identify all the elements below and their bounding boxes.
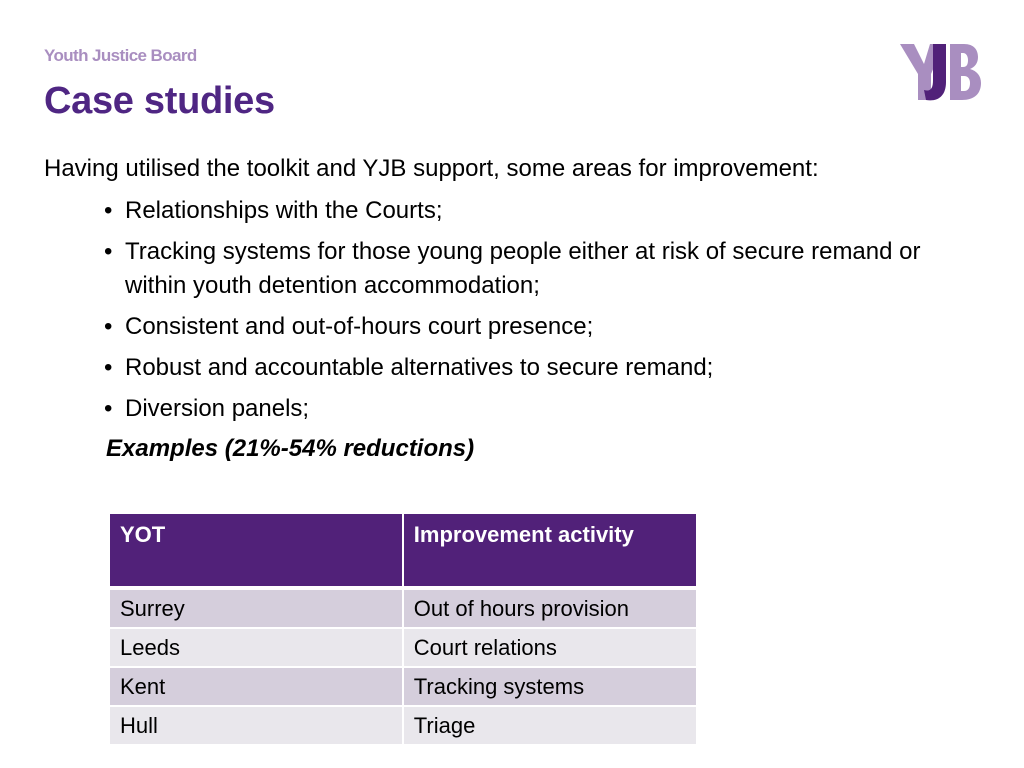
list-item: • Tracking systems for those young people… [104,235,984,303]
logo-letter-j [924,44,946,101]
logo-letter-b [950,44,981,100]
column-header-yot: YOT [108,512,404,589]
table-row: Kent Tracking systems [108,666,699,707]
bullet-icon: • [104,395,113,422]
intro-text: Having utilised the toolkit and YJB supp… [44,155,819,182]
list-item: • Consistent and out-of-hours court prese… [104,310,984,344]
activity-cell: Triage [401,705,699,746]
yot-cell: Leeds [108,627,404,668]
list-item: • Diversion panels; [104,392,984,426]
yot-cell: Surrey [108,586,404,629]
bullet-icon: • [104,354,113,381]
bullet-icon: • [104,197,113,224]
examples-heading: Examples (21%-54% reductions) [106,435,475,462]
bullet-icon: • [104,238,113,265]
yot-cell: Kent [108,666,404,707]
table-row: Leeds Court relations [108,627,699,668]
list-item-text: Relationships with the Courts; [125,197,443,224]
org-name: Youth Justice Board [44,46,197,65]
activity-cell: Court relations [401,627,699,668]
yjb-logo [900,44,981,101]
yot-cell: Hull [108,705,404,746]
list-item-text: Tracking systems for those young people … [125,238,921,299]
slide-title: Case studies [44,80,275,122]
list-item: • Relationships with the Courts; [104,194,984,228]
table-row: Surrey Out of hours provision [108,586,699,629]
table-header-row: YOT Improvement activity [108,512,699,589]
activity-cell: Out of hours provision [401,586,699,629]
bullet-icon: • [104,313,113,340]
case-study-table: YOT Improvement activity Surrey Out of h… [108,512,699,746]
list-item-text: Diversion panels; [125,395,310,422]
improvement-list: • Relationships with the Courts; • Trackin… [104,194,984,433]
list-item: • Robust and accountable alternatives to … [104,351,984,385]
column-header-activity: Improvement activity [401,512,699,589]
list-item-text: Robust and accountable alternatives to s… [125,354,714,381]
table-row: Hull Triage [108,705,699,746]
activity-cell: Tracking systems [401,666,699,707]
list-item-text: Consistent and out-of-hours court presen… [125,313,594,340]
